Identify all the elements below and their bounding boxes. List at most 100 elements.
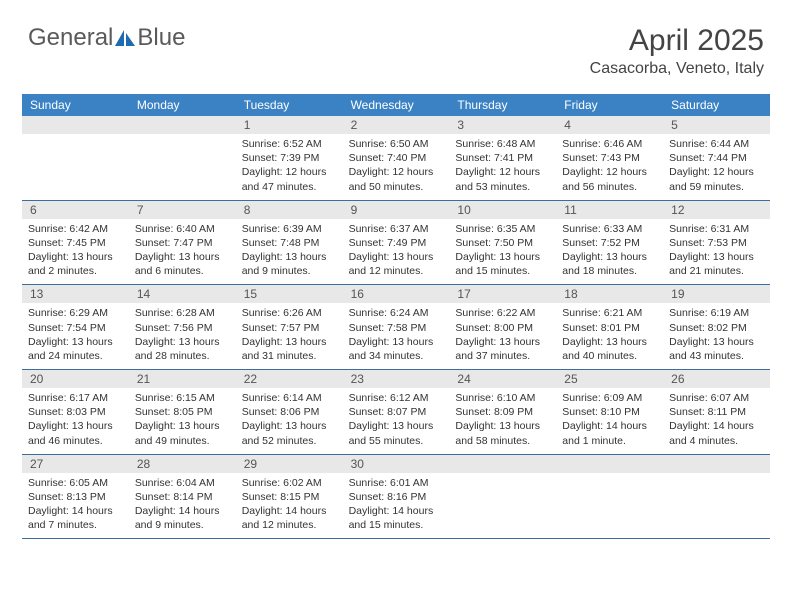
day-number: 10 (449, 201, 556, 219)
sunrise-text: Sunrise: 6:10 AM (455, 391, 550, 405)
page-header: General Blue April 2025 Casacorba, Venet… (0, 0, 792, 86)
sunrise-text: Sunrise: 6:46 AM (562, 137, 657, 151)
daylight-text: Daylight: 14 hours and 7 minutes. (28, 504, 123, 532)
sunset-text: Sunset: 8:02 PM (669, 321, 764, 335)
day-cell: 26Sunrise: 6:07 AMSunset: 8:11 PMDayligh… (663, 370, 770, 454)
day-cell: 3Sunrise: 6:48 AMSunset: 7:41 PMDaylight… (449, 116, 556, 200)
daylight-text: Daylight: 13 hours and 58 minutes. (455, 419, 550, 447)
day-cell (129, 116, 236, 200)
sunset-text: Sunset: 8:01 PM (562, 321, 657, 335)
sunrise-text: Sunrise: 6:31 AM (669, 222, 764, 236)
daylight-text: Daylight: 13 hours and 40 minutes. (562, 335, 657, 363)
daylight-text: Daylight: 14 hours and 15 minutes. (349, 504, 444, 532)
weeks-container: 1Sunrise: 6:52 AMSunset: 7:39 PMDaylight… (22, 116, 770, 539)
day-number (663, 455, 770, 473)
daylight-text: Daylight: 12 hours and 47 minutes. (242, 165, 337, 193)
day-info: Sunrise: 6:52 AMSunset: 7:39 PMDaylight:… (236, 134, 343, 200)
weekday-header-row: SundayMondayTuesdayWednesdayThursdayFrid… (22, 94, 770, 116)
day-info: Sunrise: 6:35 AMSunset: 7:50 PMDaylight:… (449, 219, 556, 285)
day-number: 20 (22, 370, 129, 388)
day-info: Sunrise: 6:50 AMSunset: 7:40 PMDaylight:… (343, 134, 450, 200)
day-cell: 27Sunrise: 6:05 AMSunset: 8:13 PMDayligh… (22, 455, 129, 539)
day-info: Sunrise: 6:22 AMSunset: 8:00 PMDaylight:… (449, 303, 556, 369)
week-row: 13Sunrise: 6:29 AMSunset: 7:54 PMDayligh… (22, 285, 770, 370)
day-cell: 5Sunrise: 6:44 AMSunset: 7:44 PMDaylight… (663, 116, 770, 200)
day-cell: 19Sunrise: 6:19 AMSunset: 8:02 PMDayligh… (663, 285, 770, 369)
sunset-text: Sunset: 7:43 PM (562, 151, 657, 165)
day-number (22, 116, 129, 134)
sunset-text: Sunset: 7:57 PM (242, 321, 337, 335)
day-number: 14 (129, 285, 236, 303)
sunrise-text: Sunrise: 6:02 AM (242, 476, 337, 490)
day-number: 13 (22, 285, 129, 303)
daylight-text: Daylight: 14 hours and 12 minutes. (242, 504, 337, 532)
daylight-text: Daylight: 13 hours and 18 minutes. (562, 250, 657, 278)
sunrise-text: Sunrise: 6:12 AM (349, 391, 444, 405)
day-number: 22 (236, 370, 343, 388)
daylight-text: Daylight: 13 hours and 37 minutes. (455, 335, 550, 363)
week-row: 27Sunrise: 6:05 AMSunset: 8:13 PMDayligh… (22, 455, 770, 540)
day-cell: 24Sunrise: 6:10 AMSunset: 8:09 PMDayligh… (449, 370, 556, 454)
sunrise-text: Sunrise: 6:05 AM (28, 476, 123, 490)
day-cell: 11Sunrise: 6:33 AMSunset: 7:52 PMDayligh… (556, 201, 663, 285)
sunset-text: Sunset: 8:09 PM (455, 405, 550, 419)
sunrise-text: Sunrise: 6:15 AM (135, 391, 230, 405)
sunset-text: Sunset: 8:06 PM (242, 405, 337, 419)
daylight-text: Daylight: 13 hours and 24 minutes. (28, 335, 123, 363)
day-info: Sunrise: 6:02 AMSunset: 8:15 PMDaylight:… (236, 473, 343, 539)
sunset-text: Sunset: 8:05 PM (135, 405, 230, 419)
sunrise-text: Sunrise: 6:52 AM (242, 137, 337, 151)
day-number: 4 (556, 116, 663, 134)
day-number: 18 (556, 285, 663, 303)
daylight-text: Daylight: 13 hours and 46 minutes. (28, 419, 123, 447)
day-info: Sunrise: 6:04 AMSunset: 8:14 PMDaylight:… (129, 473, 236, 539)
daylight-text: Daylight: 13 hours and 12 minutes. (349, 250, 444, 278)
calendar-grid: SundayMondayTuesdayWednesdayThursdayFrid… (22, 94, 770, 539)
day-cell: 1Sunrise: 6:52 AMSunset: 7:39 PMDaylight… (236, 116, 343, 200)
daylight-text: Daylight: 14 hours and 4 minutes. (669, 419, 764, 447)
sunset-text: Sunset: 8:10 PM (562, 405, 657, 419)
day-number (449, 455, 556, 473)
sunset-text: Sunset: 7:45 PM (28, 236, 123, 250)
sunrise-text: Sunrise: 6:29 AM (28, 306, 123, 320)
sunrise-text: Sunrise: 6:33 AM (562, 222, 657, 236)
sunset-text: Sunset: 8:11 PM (669, 405, 764, 419)
day-info: Sunrise: 6:14 AMSunset: 8:06 PMDaylight:… (236, 388, 343, 454)
day-info: Sunrise: 6:01 AMSunset: 8:16 PMDaylight:… (343, 473, 450, 539)
sunrise-text: Sunrise: 6:04 AM (135, 476, 230, 490)
week-row: 1Sunrise: 6:52 AMSunset: 7:39 PMDaylight… (22, 116, 770, 201)
day-info: Sunrise: 6:28 AMSunset: 7:56 PMDaylight:… (129, 303, 236, 369)
sunrise-text: Sunrise: 6:37 AM (349, 222, 444, 236)
sunrise-text: Sunrise: 6:28 AM (135, 306, 230, 320)
sunset-text: Sunset: 8:16 PM (349, 490, 444, 504)
daylight-text: Daylight: 13 hours and 2 minutes. (28, 250, 123, 278)
day-number: 30 (343, 455, 450, 473)
sunset-text: Sunset: 8:14 PM (135, 490, 230, 504)
day-number: 9 (343, 201, 450, 219)
sunrise-text: Sunrise: 6:22 AM (455, 306, 550, 320)
day-cell: 12Sunrise: 6:31 AMSunset: 7:53 PMDayligh… (663, 201, 770, 285)
day-info: Sunrise: 6:46 AMSunset: 7:43 PMDaylight:… (556, 134, 663, 200)
day-number: 1 (236, 116, 343, 134)
sunrise-text: Sunrise: 6:17 AM (28, 391, 123, 405)
sunrise-text: Sunrise: 6:50 AM (349, 137, 444, 151)
day-info: Sunrise: 6:09 AMSunset: 8:10 PMDaylight:… (556, 388, 663, 454)
day-number: 26 (663, 370, 770, 388)
weekday-header-cell: Saturday (663, 94, 770, 116)
day-info: Sunrise: 6:19 AMSunset: 8:02 PMDaylight:… (663, 303, 770, 369)
weekday-header-cell: Monday (129, 94, 236, 116)
sunset-text: Sunset: 7:48 PM (242, 236, 337, 250)
sunrise-text: Sunrise: 6:48 AM (455, 137, 550, 151)
day-cell: 15Sunrise: 6:26 AMSunset: 7:57 PMDayligh… (236, 285, 343, 369)
day-cell: 16Sunrise: 6:24 AMSunset: 7:58 PMDayligh… (343, 285, 450, 369)
brand-logo: General Blue (28, 24, 185, 52)
day-cell: 25Sunrise: 6:09 AMSunset: 8:10 PMDayligh… (556, 370, 663, 454)
day-cell: 23Sunrise: 6:12 AMSunset: 8:07 PMDayligh… (343, 370, 450, 454)
sunrise-text: Sunrise: 6:19 AM (669, 306, 764, 320)
day-cell (449, 455, 556, 539)
day-info: Sunrise: 6:24 AMSunset: 7:58 PMDaylight:… (343, 303, 450, 369)
sunrise-text: Sunrise: 6:09 AM (562, 391, 657, 405)
day-cell: 29Sunrise: 6:02 AMSunset: 8:15 PMDayligh… (236, 455, 343, 539)
daylight-text: Daylight: 12 hours and 59 minutes. (669, 165, 764, 193)
title-block: April 2025 Casacorba, Veneto, Italy (590, 24, 764, 78)
